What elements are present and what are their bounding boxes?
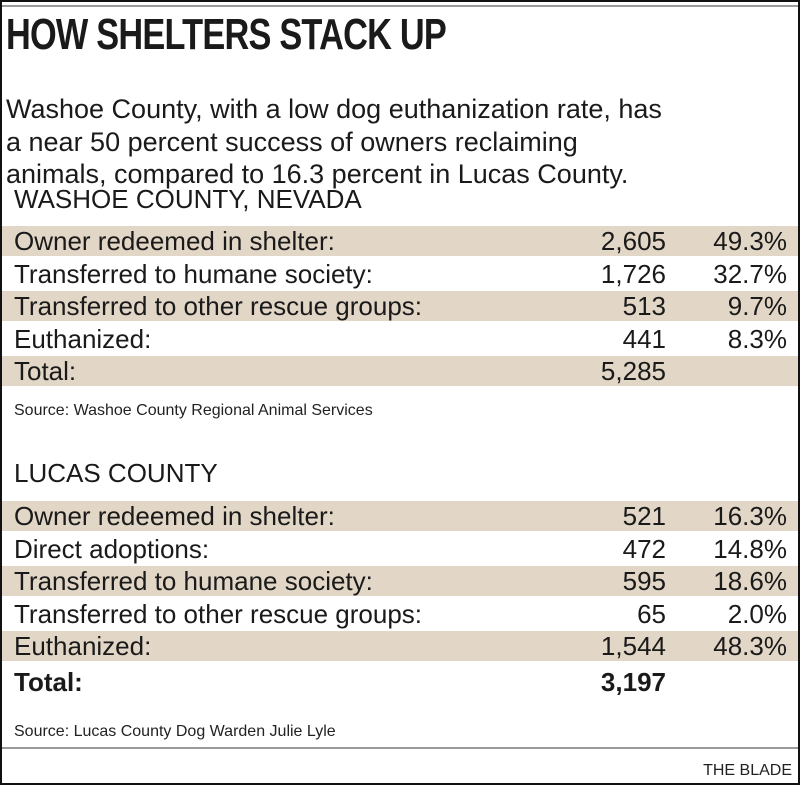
intro-text: Washoe County, with a low dog euthanizat… — [6, 93, 800, 191]
row-percent: 14.8% — [713, 533, 787, 564]
table-row: Euthanized: 1,544 48.3% — [2, 631, 798, 661]
lucas-source: Source: Lucas County Dog Warden Julie Ly… — [14, 723, 336, 740]
lucas-heading: LUCAS COUNTY — [14, 458, 218, 488]
washoe-heading: WASHOE COUNTY, NEVADA — [14, 184, 362, 214]
row-percent: 18.6% — [713, 566, 787, 596]
row-percent: 48.3% — [713, 631, 787, 661]
row-count: 521 — [622, 501, 666, 531]
intro-line: Washoe County, with a low dog euthanizat… — [6, 94, 662, 124]
table-row: Transferred to other rescue groups: 513 9.… — [2, 291, 798, 321]
bottom-rule — [2, 747, 798, 749]
row-percent: 8.3% — [727, 323, 787, 354]
row-label: Transferred to other rescue groups: — [14, 291, 423, 321]
row-label: Transferred to humane society: — [14, 258, 373, 289]
row-label: Total: — [14, 667, 83, 697]
graphic-title: HOW SHELTERS STACK UP — [6, 10, 447, 59]
table-row: Owner redeemed in shelter: 2,605 49.3% — [2, 226, 798, 256]
washoe-table: Owner redeemed in shelter: 2,605 49.3% Tran… — [2, 226, 798, 389]
row-label: Euthanized: — [14, 323, 152, 354]
row-label: Direct adoptions: — [14, 533, 210, 564]
row-percent: 49.3% — [713, 226, 787, 256]
top-rule — [2, 5, 798, 7]
row-count: 65 — [637, 598, 666, 629]
row-count: 5,285 — [600, 356, 666, 386]
lucas-table: Owner redeemed in shelter: 521 16.3% Direct… — [2, 501, 798, 700]
row-count: 595 — [622, 566, 666, 596]
row-percent: 2.0% — [727, 598, 787, 629]
row-label: Transferred to other rescue groups: — [14, 598, 423, 629]
row-count: 441 — [622, 323, 666, 354]
credit: THE BLADE — [703, 762, 792, 779]
row-count: 1,726 — [600, 258, 666, 289]
row-percent: 32.7% — [713, 258, 787, 289]
row-count: 3,197 — [600, 667, 666, 697]
row-label: Owner redeemed in shelter: — [14, 501, 335, 531]
intro-line: animals, compared to 16.3 percent in Luc… — [6, 159, 629, 189]
total-row: Total: 3,197 — [2, 667, 798, 697]
row-label: Owner redeemed in shelter: — [14, 226, 335, 256]
row-label: Transferred to humane society: — [14, 566, 373, 596]
table-row: Transferred to other rescue groups: 65 2.0… — [2, 599, 798, 629]
row-percent: 16.3% — [713, 501, 787, 531]
table-row: Euthanized: 441 8.3% — [2, 324, 798, 354]
row-count: 2,605 — [600, 226, 666, 256]
row-label: Total: — [14, 356, 77, 386]
intro-line: a near 50 percent success of owners recl… — [6, 126, 578, 157]
table-row: Transferred to humane society: 1,726 32.7% — [2, 259, 798, 289]
row-label: Euthanized: — [14, 631, 152, 661]
washoe-source: Source: Washoe County Regional Animal Se… — [14, 402, 373, 419]
row-percent: 9.7% — [727, 291, 787, 321]
total-row: Total: 5,285 — [2, 356, 798, 386]
row-count: 1,544 — [600, 631, 666, 661]
row-count: 513 — [622, 291, 666, 321]
table-row: Direct adoptions: 472 14.8% — [2, 534, 798, 564]
table-row: Transferred to humane society: 595 18.6% — [2, 566, 798, 596]
row-count: 472 — [622, 533, 666, 564]
table-row: Owner redeemed in shelter: 521 16.3% — [2, 501, 798, 531]
